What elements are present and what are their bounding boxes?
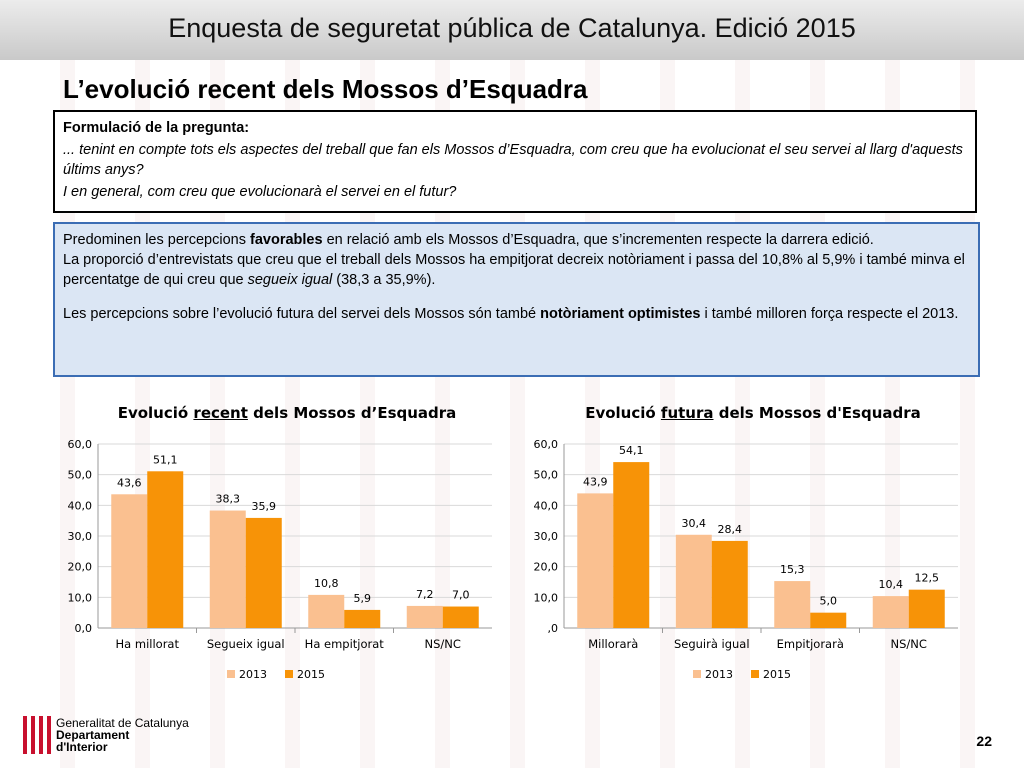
bar-2013 bbox=[675, 534, 712, 628]
chart-title: Evolució futura dels Mossos d'Esquadra bbox=[585, 404, 921, 422]
bar-2015 bbox=[613, 462, 650, 628]
legend-swatch bbox=[227, 670, 235, 678]
bar-2015 bbox=[442, 606, 479, 628]
category-label: Segueix igual bbox=[207, 637, 285, 651]
bar-2015 bbox=[245, 517, 282, 628]
legend-label: 2013 bbox=[705, 668, 733, 681]
data-label: 5,0 bbox=[820, 595, 838, 608]
chart-svg: ,0 10,0 20,0 30,0 40,0 50,0 60,0 43,9 54,1 Millor… bbox=[534, 438, 958, 681]
header-bar: Enquesta de seguretat pública de Catalun… bbox=[0, 0, 1024, 60]
legend-swatch bbox=[693, 670, 701, 678]
data-label: 7,2 bbox=[416, 588, 434, 601]
bar-2013 bbox=[308, 594, 345, 628]
category-label: NS/NC bbox=[891, 637, 927, 651]
bar-2015 bbox=[908, 589, 945, 628]
category-label: Empitjorarà bbox=[777, 637, 844, 651]
bar-2015 bbox=[147, 471, 184, 628]
bar-2013 bbox=[872, 596, 909, 628]
page-number: 22 bbox=[976, 733, 992, 749]
bar-2013 bbox=[406, 605, 443, 628]
category-label: Seguirà igual bbox=[674, 637, 750, 651]
y-tick-label: 50,0 bbox=[534, 469, 559, 482]
data-label: 35,9 bbox=[252, 500, 277, 513]
category-label: Ha millorat bbox=[116, 637, 180, 651]
question-box: Formulació de la pregunta: ... tenint en… bbox=[53, 110, 977, 213]
question-heading: Formulació de la pregunta: bbox=[63, 120, 250, 136]
question-line-2: I en general, com creu que evolucionarà … bbox=[63, 184, 457, 200]
y-tick-label: 20,0 bbox=[68, 561, 93, 574]
generalitat-logo bbox=[22, 716, 52, 754]
legend-label: 2015 bbox=[763, 668, 791, 681]
y-tick-label: 40,0 bbox=[534, 499, 559, 512]
data-label: 30,4 bbox=[682, 517, 707, 530]
bar-2013 bbox=[111, 494, 148, 628]
data-label: 38,3 bbox=[216, 493, 241, 506]
legend-swatch bbox=[751, 670, 759, 678]
summary-paragraph-1: Predominen les percepcions favorables en… bbox=[63, 232, 874, 248]
section-subtitle: L’evolució recent dels Mossos d’Esquadra bbox=[63, 74, 588, 104]
data-label: 10,4 bbox=[879, 578, 904, 591]
chart-title: Evolució recent dels Mossos d’Esquadra bbox=[117, 404, 457, 422]
y-tick-label: 10,0 bbox=[68, 591, 93, 604]
data-label: 12,5 bbox=[915, 572, 940, 585]
page-title: Enquesta de seguretat pública de Catalun… bbox=[168, 13, 856, 43]
bar-2013 bbox=[577, 493, 614, 628]
legend-label: 2013 bbox=[239, 668, 267, 681]
data-label: 5,9 bbox=[354, 592, 372, 605]
organization-name: Generalitat de Catalunya Departament d'I… bbox=[56, 716, 189, 754]
y-tick-label: 40,0 bbox=[68, 499, 93, 512]
data-label: 54,1 bbox=[619, 444, 644, 457]
bar-2015 bbox=[344, 609, 381, 628]
y-tick-label: 60,0 bbox=[534, 438, 559, 451]
y-tick-label: 20,0 bbox=[534, 561, 559, 574]
y-tick-label: 50,0 bbox=[68, 469, 93, 482]
bar-2015 bbox=[711, 540, 748, 628]
bar-2013 bbox=[774, 581, 811, 628]
bar-2015 bbox=[810, 612, 847, 628]
y-tick-label: 10,0 bbox=[534, 591, 559, 604]
data-label: 51,1 bbox=[153, 453, 178, 466]
legend-label: 2015 bbox=[297, 668, 325, 681]
data-label: 43,6 bbox=[117, 476, 142, 489]
bar-2013 bbox=[209, 510, 246, 628]
category-label: NS/NC bbox=[425, 637, 461, 651]
data-label: 43,9 bbox=[583, 475, 608, 488]
legend-swatch bbox=[285, 670, 293, 678]
data-label: 15,3 bbox=[780, 563, 805, 576]
category-label: Millorarà bbox=[588, 637, 638, 651]
question-line-1: ... tenint en compte tots els aspectes d… bbox=[63, 142, 963, 178]
chart-recent: Evolució recent dels Mossos d’Esquadra 0… bbox=[52, 394, 522, 694]
y-tick-label: 60,0 bbox=[68, 438, 93, 451]
data-label: 10,8 bbox=[314, 577, 339, 590]
y-tick-label: 30,0 bbox=[68, 530, 93, 543]
category-label: Ha empitjorat bbox=[305, 637, 385, 651]
summary-box: Predominen les percepcions favorables en… bbox=[53, 222, 980, 377]
summary-paragraph-3: Les percepcions sobre l’evolució futura … bbox=[63, 306, 959, 322]
y-tick-label: 0,0 bbox=[75, 622, 93, 635]
y-tick-label: ,0 bbox=[548, 622, 559, 635]
chart-svg: 0,0 10,0 20,0 30,0 40,0 50,0 60,0 43,6 51,1 Ha mi… bbox=[68, 438, 492, 681]
chart-future: Evolució futura dels Mossos d'Esquadra ,… bbox=[518, 394, 988, 694]
summary-paragraph-2: La proporció d’entrevistats que creu que… bbox=[63, 252, 965, 288]
data-label: 7,0 bbox=[452, 589, 470, 602]
data-label: 28,4 bbox=[718, 523, 743, 536]
y-tick-label: 30,0 bbox=[534, 530, 559, 543]
